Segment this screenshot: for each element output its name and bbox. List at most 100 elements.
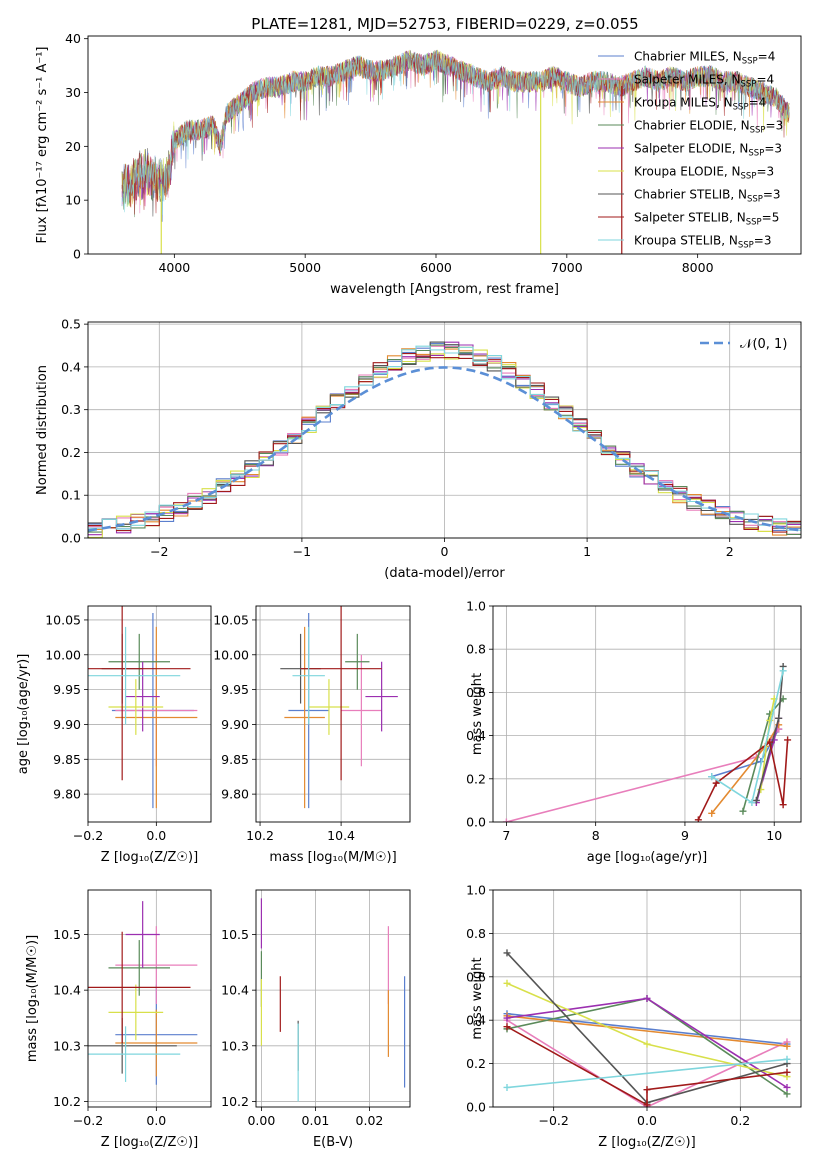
- y-tick-label: 1.0: [466, 599, 486, 614]
- x-tick-label: −0.2: [73, 828, 103, 843]
- x-tick-label: −0.2: [538, 1113, 568, 1128]
- weight-marker: [643, 1040, 651, 1048]
- weight-marker: [503, 979, 511, 987]
- y-tick-label: 0.6: [466, 685, 486, 700]
- errorbar-point: [300, 606, 382, 781]
- legend-entry-name: Chabrier MILES, N: [634, 50, 742, 64]
- legend-entry-name: Salpeter ELODIE, N: [634, 142, 748, 156]
- legend-entry: Chabrier STELIB, NSSP=3: [634, 188, 781, 205]
- mass_vs_EBV-axes: 0.00 0.01 0.02 10.2 10.3 10.4 10.5 E(B-V): [221, 889, 411, 1150]
- y-tick-label: 10.00: [213, 647, 249, 662]
- weight-marker: [708, 809, 716, 817]
- y-tick-label: 0.8: [466, 926, 486, 941]
- histogram-step: [88, 345, 801, 531]
- y-tick-label: 9.80: [53, 787, 81, 802]
- mass_vs_Z-axes: −0.2 0.0 10.2 10.3 10.4 10.5 Z [log₁₀(Z/Z☉)] ma…: [25, 889, 212, 1150]
- weight-marker: [503, 1023, 511, 1031]
- weight-marker: [783, 1068, 791, 1076]
- x-tick-label: 8000: [682, 260, 714, 275]
- x-tick-label: 0: [441, 544, 449, 559]
- legend-entry-n: =5: [762, 211, 780, 225]
- legend-entry: Kroupa MILES, NSSP=4: [634, 96, 766, 113]
- errorbar-point: [341, 654, 382, 767]
- weight-marker: [503, 1014, 511, 1022]
- weight_vs_Z-plot: [503, 949, 791, 1107]
- legend-entry-n: =3: [756, 165, 774, 179]
- age_vs_mass-plot: [280, 606, 398, 809]
- weight-line: [711, 724, 780, 814]
- y-tick-label: 0.1: [61, 488, 81, 503]
- legend-entry: Chabrier ELODIE, NSSP=3: [634, 119, 783, 136]
- y-tick-label: 0.6: [466, 969, 486, 984]
- legend-entry-sub: SSP: [742, 57, 758, 67]
- y-tick-label: 0.8: [466, 642, 486, 657]
- axes-frame: [255, 889, 411, 1108]
- legend-entry-sub: SSP: [741, 172, 757, 182]
- legend-entry-name: Chabrier ELODIE, N: [634, 119, 750, 133]
- y-tick-label: 0.4: [61, 359, 81, 374]
- y-tick-label: 9.95: [53, 682, 81, 697]
- y-tick-label: 0.0: [466, 815, 486, 830]
- y-axis-label: mass [log₁₀(M/M☉)]: [25, 935, 40, 1062]
- axes-frame: [492, 889, 802, 1108]
- y-tick-label: 9.85: [53, 752, 81, 767]
- x-axis-label: age [log₁₀(age/yr)]: [587, 850, 708, 865]
- errorbar-point: [108, 984, 164, 1041]
- weight-marker: [748, 799, 756, 807]
- legend-entry: Salpeter ELODIE, NSSP=3: [634, 142, 782, 159]
- legend-entry-sub: SSP: [747, 195, 763, 205]
- spectrum-line-kroupa-stelib: [121, 50, 790, 215]
- y-axis-label: Flux [fλ10⁻¹⁷ erg cm⁻² s⁻¹ A⁻¹]: [35, 47, 50, 244]
- x-tick-label: 0.00: [247, 1113, 275, 1128]
- y-tick-label: 0.0: [466, 1100, 486, 1115]
- axes-frame: [492, 605, 802, 823]
- x-tick-label: 0.02: [356, 1113, 384, 1128]
- x-tick-label: 4000: [158, 260, 190, 275]
- weight-marker: [779, 667, 787, 675]
- y-tick-label: 10.05: [45, 612, 81, 627]
- y-tick-label: 0.3: [61, 402, 81, 417]
- x-tick-label: 8: [592, 828, 600, 843]
- x-tick-label: 7000: [551, 260, 583, 275]
- y-tick-label: 10.2: [221, 1094, 249, 1109]
- errorbar-point: [88, 626, 181, 725]
- legend-entry-n: =3: [754, 234, 772, 248]
- y-tick-label: 10.00: [45, 647, 81, 662]
- errorbar-point: [108, 679, 164, 735]
- x-tick-label: −0.2: [73, 1113, 103, 1128]
- legend-entry: Kroupa ELODIE, NSSP=3: [634, 165, 774, 182]
- weight-marker: [757, 786, 765, 794]
- errorbar-point: [88, 1026, 181, 1082]
- legend-entry-sub: SSP: [738, 241, 754, 251]
- y-tick-label: 0: [73, 247, 81, 262]
- y-tick-label: 9.80: [221, 787, 249, 802]
- legend-entry-n: =3: [764, 142, 782, 156]
- weight-line: [506, 1026, 788, 1107]
- weight-marker: [775, 714, 783, 722]
- y-tick-label: 0.0: [61, 531, 81, 546]
- x-tick-label: 5000: [289, 260, 321, 275]
- x-tick-label: 10.2: [246, 828, 274, 843]
- x-tick-label: −2: [150, 544, 168, 559]
- y-tick-label: 9.95: [221, 682, 249, 697]
- y-axis-label: Normed distribution: [35, 365, 50, 495]
- y-tick-label: 10.5: [221, 927, 249, 942]
- errorbar-point: [125, 661, 160, 732]
- legend-entry-sub: SSP: [733, 103, 749, 113]
- mass_vs_EBV-plot: [260, 898, 406, 1102]
- weight-marker: [503, 1083, 511, 1091]
- weight-marker: [643, 995, 651, 1002]
- legend-entry-name: Kroupa STELIB, N: [634, 234, 738, 248]
- x-axis-label: Z [log₁₀(Z/Z☉)]: [101, 850, 198, 865]
- weight-marker: [783, 1090, 791, 1098]
- axes-frame: [87, 35, 802, 255]
- x-tick-label: 7: [502, 828, 510, 843]
- x-tick-label: 9: [681, 828, 689, 843]
- weight-marker: [739, 807, 747, 815]
- x-axis-label: mass [log₁₀(M/M☉)]: [269, 850, 396, 865]
- y-tick-label: 10.2: [53, 1094, 81, 1109]
- legend-entry-sub: SSP: [746, 218, 762, 228]
- y-axis-label: age [log₁₀(age/yr)]: [16, 654, 31, 775]
- legend-entry-n: =3: [763, 188, 781, 202]
- x-tick-label: 0.0: [146, 828, 166, 843]
